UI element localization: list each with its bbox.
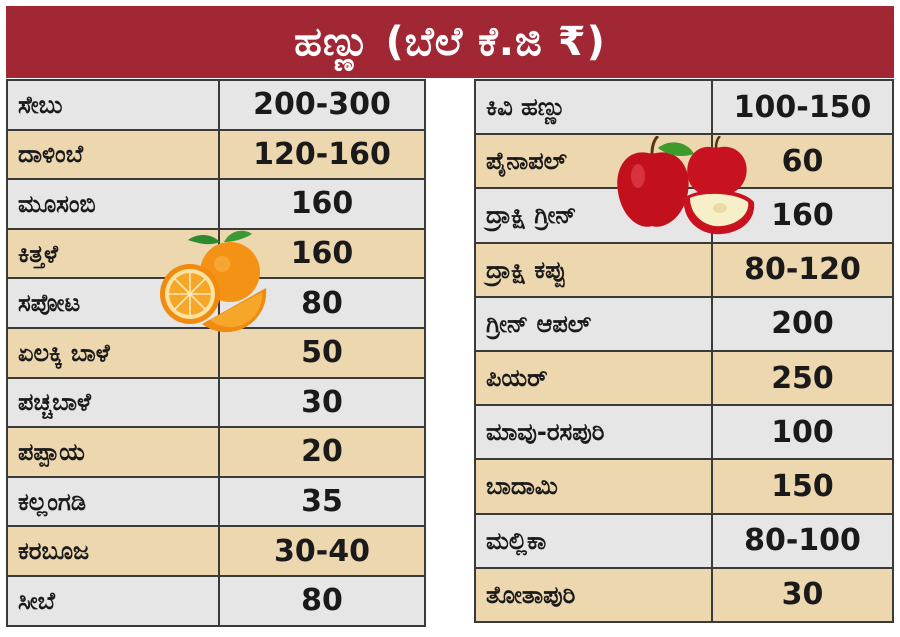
left-price-table: ಸೇಬು 200-300 ದಾಳಿಂಬೆ 120-160 ಮೂಸಂಬಿ 160 ಕಿತ್ತಳ… xyxy=(6,79,426,627)
table-row: ಕಿವಿ ಹಣ್ಣು 100-150 xyxy=(474,78,894,136)
fruit-price: 80-120 xyxy=(711,241,894,298)
table-row: ತೋತಾಪುರಿ 30 xyxy=(474,566,894,623)
fruit-price: 200-300 xyxy=(218,79,426,131)
fruit-name: ಸೀಬೆ xyxy=(6,574,220,627)
fruit-name: ಗ್ರೀನ್ ಆಪಲ್ xyxy=(474,295,713,352)
fruit-price: 80-100 xyxy=(711,512,894,569)
fruit-name: ಏಲಕ್ಕಿ ಬಾಳೆ xyxy=(6,326,220,379)
apple-fruit-icon xyxy=(617,136,755,235)
fruit-price: 80 xyxy=(218,277,426,329)
fruit-name: ಕಲ್ಲಂಗಡಿ xyxy=(6,475,220,528)
table-row: ದ್ರಾಕ್ಷಿ ಗ್ರೀನ್ 160 xyxy=(474,187,894,244)
fruit-price: 50 xyxy=(218,326,426,379)
table-row: ಕಲ್ಲಂಗಡಿ 35 xyxy=(6,475,426,528)
table-row: ಪಿಯರ್ 250 xyxy=(474,349,894,407)
fruit-name: ತೋತಾಪುರಿ xyxy=(474,566,713,623)
table-row: ದಾಳಿಂಬೆ 120-160 xyxy=(6,128,426,181)
table-row: ಗ್ರೀನ್ ಆಪಲ್ 200 xyxy=(474,295,894,352)
page-title: ಹಣ್ಣು (ಬೆಲೆ ಕೆ.ಜಿ ₹) xyxy=(6,6,894,78)
fruit-name: ಪಚ್ಚಬಾಳೆ xyxy=(6,376,220,429)
fruit-price: 120-160 xyxy=(218,128,426,181)
fruit-price: 100 xyxy=(711,404,894,461)
fruit-name: ಮಲ್ಲಿಕಾ xyxy=(474,512,713,569)
right-price-table: ಕಿವಿ ಹಣ್ಣು 100-150 ಪೈನಾಪಲ್ 60 ದ್ರಾಕ್ಷಿ ಗ್ರೀನ… xyxy=(474,78,894,623)
table-row: ಮಾವು-ರಸಪುರಿ 100 xyxy=(474,404,894,461)
fruit-name: ಪಪ್ಪಾಯ xyxy=(6,426,220,478)
fruit-name: ಪಿಯರ್ xyxy=(474,349,713,407)
orange-fruit-icon xyxy=(160,230,267,333)
fruit-price: 80 xyxy=(218,574,426,627)
table-row: ಕರಬೂಜ 30-40 xyxy=(6,525,426,577)
page-title-text: ಹಣ್ಣು (ಬೆಲೆ ಕೆ.ಜಿ ₹) xyxy=(294,19,606,65)
fruit-name: ಕಿತ್ತಳೆ xyxy=(6,227,220,280)
fruit-name: ಕಿವಿ ಹಣ್ಣು xyxy=(474,78,713,136)
fruit-price: 30 xyxy=(218,376,426,429)
table-row: ಮೂಸಂಬಿ 160 xyxy=(6,178,426,230)
fruit-name: ದ್ರಾಕ್ಷಿ ಕಪ್ಪು xyxy=(474,241,713,298)
fruit-price: 160 xyxy=(218,178,426,230)
table-row: ಬಾದಾಮಿ 150 xyxy=(474,458,894,515)
fruit-price: 250 xyxy=(711,349,894,407)
fruit-name: ಸೇಬು xyxy=(6,79,220,131)
fruit-name: ಮಾವು-ರಸಪುರಿ xyxy=(474,404,713,461)
fruit-name: ಕರಬೂಜ xyxy=(6,525,220,577)
table-row: ಸೇಬು 200-300 xyxy=(6,79,426,131)
fruit-name: ಬಾದಾಮಿ xyxy=(474,458,713,515)
table-row: ಏಲಕ್ಕಿ ಬಾಳೆ 50 xyxy=(6,326,426,379)
fruit-price: 30-40 xyxy=(218,525,426,577)
fruit-price: 100-150 xyxy=(711,78,894,136)
fruit-price: 20 xyxy=(218,426,426,478)
table-row: ಸೀಬೆ 80 xyxy=(6,574,426,627)
fruit-name: ದಾಳಿಂಬೆ xyxy=(6,128,220,181)
table-row: ಪಪ್ಪಾಯ 20 xyxy=(6,426,426,478)
fruit-price: 30 xyxy=(711,566,894,623)
table-row: ಪಚ್ಚಬಾಳೆ 30 xyxy=(6,376,426,429)
table-row: ಮಲ್ಲಿಕಾ 80-100 xyxy=(474,512,894,569)
fruit-price: 35 xyxy=(218,475,426,528)
fruit-name: ಮೂಸಂಬಿ xyxy=(6,178,220,230)
fruit-price: 200 xyxy=(711,295,894,352)
fruit-price: 150 xyxy=(711,458,894,515)
table-row: ದ್ರಾಕ್ಷಿ ಕಪ್ಪು 80-120 xyxy=(474,241,894,298)
